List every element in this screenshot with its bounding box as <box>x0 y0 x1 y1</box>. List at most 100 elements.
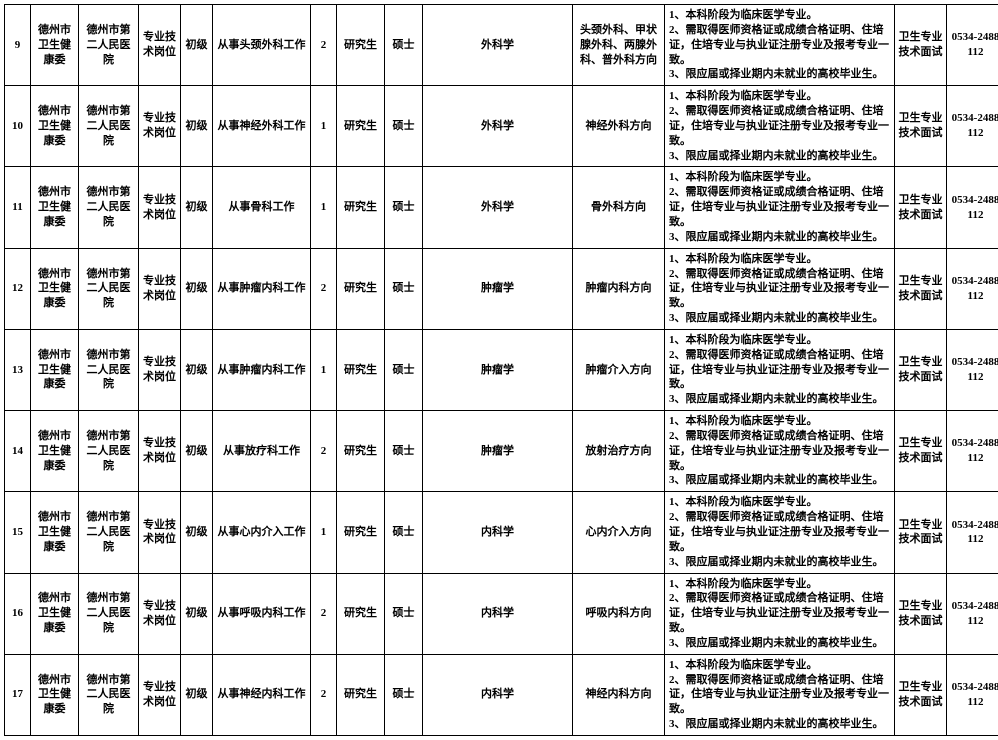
cell-org: 德州市卫生健康委 <box>31 654 79 735</box>
cell-edu: 研究生 <box>337 248 385 329</box>
cell-major: 外科学 <box>423 86 573 167</box>
cell-tel: 0534-2488112 <box>947 329 998 410</box>
cell-job: 从事骨科工作 <box>213 167 311 248</box>
table-row: 11德州市卫生健康委德州市第二人民医院专业技术岗位初级从事骨科工作1研究生硕士外… <box>5 167 998 248</box>
cell-num: 1 <box>311 329 337 410</box>
cell-num: 2 <box>311 248 337 329</box>
table-row: 13德州市卫生健康委德州市第二人民医院专业技术岗位初级从事肿瘤内科工作1研究生硕… <box>5 329 998 410</box>
cell-org: 德州市卫生健康委 <box>31 573 79 654</box>
cell-degree: 硕士 <box>385 5 423 86</box>
cell-edu: 研究生 <box>337 167 385 248</box>
cell-job: 从事肿瘤内科工作 <box>213 248 311 329</box>
cell-hosp: 德州市第二人民医院 <box>79 86 139 167</box>
cell-hosp: 德州市第二人民医院 <box>79 167 139 248</box>
cell-org: 德州市卫生健康委 <box>31 492 79 573</box>
cell-degree: 硕士 <box>385 329 423 410</box>
cell-level: 初级 <box>181 654 213 735</box>
cell-req: 1、本科阶段为临床医学专业。2、需取得医师资格证或成绩合格证明、住培证，住培专业… <box>665 248 895 329</box>
cell-degree: 硕士 <box>385 167 423 248</box>
cell-exam: 卫生专业技术面试 <box>895 329 947 410</box>
table-row: 10德州市卫生健康委德州市第二人民医院专业技术岗位初级从事神经外科工作1研究生硕… <box>5 86 998 167</box>
cell-job: 从事心内介入工作 <box>213 492 311 573</box>
cell-direction: 肿瘤内科方向 <box>573 248 665 329</box>
cell-num: 2 <box>311 5 337 86</box>
cell-edu: 研究生 <box>337 5 385 86</box>
positions-tbody: 9德州市卫生健康委德州市第二人民医院专业技术岗位初级从事头颈外科工作2研究生硕士… <box>5 5 998 736</box>
cell-req: 1、本科阶段为临床医学专业。2、需取得医师资格证或成绩合格证明、住培证，住培专业… <box>665 167 895 248</box>
cell-major: 肿瘤学 <box>423 329 573 410</box>
cell-postType: 专业技术岗位 <box>139 411 181 492</box>
cell-level: 初级 <box>181 573 213 654</box>
cell-postType: 专业技术岗位 <box>139 167 181 248</box>
cell-job: 从事头颈外科工作 <box>213 5 311 86</box>
cell-exam: 卫生专业技术面试 <box>895 86 947 167</box>
cell-req: 1、本科阶段为临床医学专业。2、需取得医师资格证或成绩合格证明、住培证，住培专业… <box>665 329 895 410</box>
cell-hosp: 德州市第二人民医院 <box>79 411 139 492</box>
cell-org: 德州市卫生健康委 <box>31 411 79 492</box>
cell-degree: 硕士 <box>385 492 423 573</box>
cell-tel: 0534-2488112 <box>947 573 998 654</box>
cell-org: 德州市卫生健康委 <box>31 248 79 329</box>
cell-hosp: 德州市第二人民医院 <box>79 248 139 329</box>
cell-idx: 16 <box>5 573 31 654</box>
cell-degree: 硕士 <box>385 86 423 167</box>
cell-tel: 0534-2488112 <box>947 167 998 248</box>
cell-postType: 专业技术岗位 <box>139 86 181 167</box>
cell-direction: 神经内科方向 <box>573 654 665 735</box>
cell-postType: 专业技术岗位 <box>139 248 181 329</box>
cell-org: 德州市卫生健康委 <box>31 167 79 248</box>
cell-exam: 卫生专业技术面试 <box>895 5 947 86</box>
cell-idx: 14 <box>5 411 31 492</box>
cell-direction: 骨外科方向 <box>573 167 665 248</box>
cell-edu: 研究生 <box>337 411 385 492</box>
cell-major: 外科学 <box>423 167 573 248</box>
cell-major: 内科学 <box>423 573 573 654</box>
table-row: 16德州市卫生健康委德州市第二人民医院专业技术岗位初级从事呼吸内科工作2研究生硕… <box>5 573 998 654</box>
cell-exam: 卫生专业技术面试 <box>895 411 947 492</box>
cell-level: 初级 <box>181 167 213 248</box>
cell-num: 1 <box>311 167 337 248</box>
cell-tel: 0534-2488112 <box>947 5 998 86</box>
cell-idx: 9 <box>5 5 31 86</box>
cell-postType: 专业技术岗位 <box>139 573 181 654</box>
cell-degree: 硕士 <box>385 411 423 492</box>
cell-hosp: 德州市第二人民医院 <box>79 492 139 573</box>
cell-postType: 专业技术岗位 <box>139 329 181 410</box>
cell-level: 初级 <box>181 492 213 573</box>
cell-level: 初级 <box>181 411 213 492</box>
cell-edu: 研究生 <box>337 329 385 410</box>
cell-major: 内科学 <box>423 654 573 735</box>
cell-tel: 0534-2488112 <box>947 248 998 329</box>
cell-edu: 研究生 <box>337 492 385 573</box>
cell-req: 1、本科阶段为临床医学专业。2、需取得医师资格证或成绩合格证明、住培证，住培专业… <box>665 573 895 654</box>
cell-direction: 呼吸内科方向 <box>573 573 665 654</box>
cell-exam: 卫生专业技术面试 <box>895 654 947 735</box>
cell-direction: 放射治疗方向 <box>573 411 665 492</box>
cell-job: 从事放疗科工作 <box>213 411 311 492</box>
cell-major: 内科学 <box>423 492 573 573</box>
cell-idx: 15 <box>5 492 31 573</box>
cell-major: 肿瘤学 <box>423 248 573 329</box>
cell-major: 外科学 <box>423 5 573 86</box>
table-row: 15德州市卫生健康委德州市第二人民医院专业技术岗位初级从事心内介入工作1研究生硕… <box>5 492 998 573</box>
cell-org: 德州市卫生健康委 <box>31 329 79 410</box>
cell-level: 初级 <box>181 86 213 167</box>
cell-direction: 头颈外科、甲状腺外科、两腺外科、普外科方向 <box>573 5 665 86</box>
cell-hosp: 德州市第二人民医院 <box>79 573 139 654</box>
cell-job: 从事神经外科工作 <box>213 86 311 167</box>
cell-degree: 硕士 <box>385 573 423 654</box>
cell-req: 1、本科阶段为临床医学专业。2、需取得医师资格证或成绩合格证明、住培证，住培专业… <box>665 492 895 573</box>
cell-org: 德州市卫生健康委 <box>31 86 79 167</box>
cell-idx: 12 <box>5 248 31 329</box>
cell-req: 1、本科阶段为临床医学专业。2、需取得医师资格证或成绩合格证明、住培证，住培专业… <box>665 5 895 86</box>
cell-job: 从事肿瘤内科工作 <box>213 329 311 410</box>
cell-num: 2 <box>311 654 337 735</box>
cell-idx: 13 <box>5 329 31 410</box>
table-row: 14德州市卫生健康委德州市第二人民医院专业技术岗位初级从事放疗科工作2研究生硕士… <box>5 411 998 492</box>
cell-org: 德州市卫生健康委 <box>31 5 79 86</box>
cell-hosp: 德州市第二人民医院 <box>79 5 139 86</box>
cell-tel: 0534-2488112 <box>947 492 998 573</box>
cell-level: 初级 <box>181 5 213 86</box>
cell-postType: 专业技术岗位 <box>139 654 181 735</box>
cell-job: 从事神经内科工作 <box>213 654 311 735</box>
